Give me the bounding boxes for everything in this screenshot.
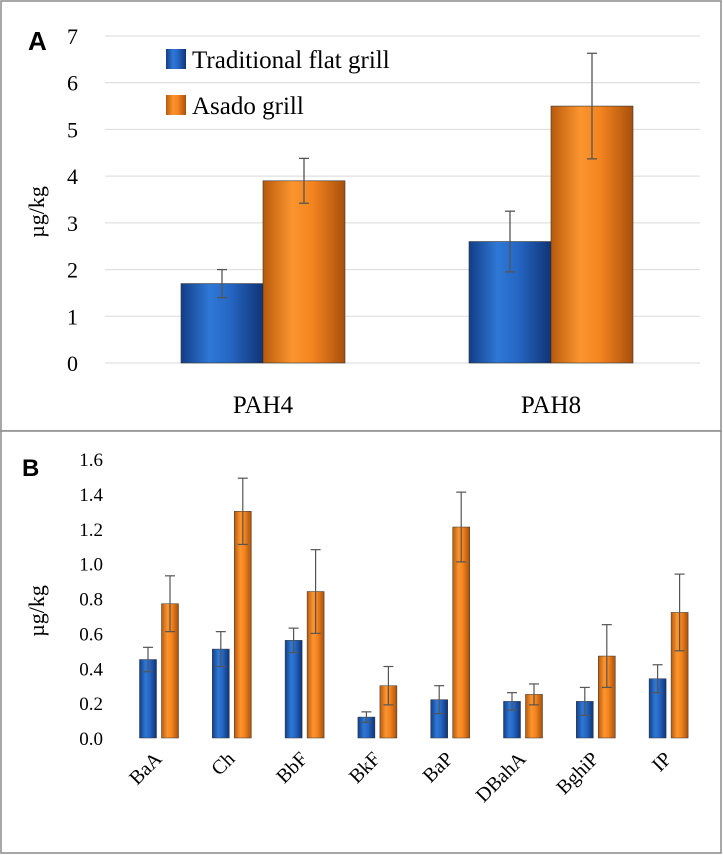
- y-tick-label: 0.2: [79, 694, 103, 715]
- y-tick-label: 0.8: [79, 590, 103, 611]
- y-tick-label: 0.0: [79, 729, 103, 750]
- y-tick-label: 1.0: [79, 555, 103, 576]
- panel-b-y-axis-label: µg/kg: [24, 585, 49, 637]
- y-tick-label: 4: [67, 164, 78, 189]
- y-tick-label: 1: [67, 304, 78, 329]
- bar-ch-series-1: [234, 511, 252, 739]
- panel-a-chart: 0 1 2 3 4 5 6 7 PAH4 PAH8 µg/kg Traditional flat…: [24, 24, 700, 419]
- panel-a-letter: A: [28, 26, 47, 56]
- legend-swatch-flat-grill: [166, 49, 186, 69]
- panel-b-letter: B: [22, 455, 39, 482]
- panel-a-y-axis-label: µg/kg: [24, 186, 49, 238]
- x-tick-label: PAH4: [233, 392, 294, 419]
- panel-a-x-ticks: PAH4 PAH8: [233, 392, 581, 419]
- panel-b-error-bars: [143, 477, 685, 723]
- y-tick-label: 6: [67, 71, 78, 96]
- panel-a-legend: Traditional flat grill Asado grill: [166, 47, 390, 120]
- y-tick-label: 2: [67, 258, 78, 283]
- y-tick-label: 0.6: [79, 624, 103, 645]
- y-tick-label: 1.4: [79, 485, 103, 506]
- legend-swatch-asado-grill: [166, 95, 186, 115]
- y-tick-label: 0: [67, 351, 78, 376]
- panel-b-y-ticks: 0.0 0.2 0.4 0.6 0.8 1.0 1.2 1.4 1.6: [79, 450, 103, 750]
- y-tick-label: 5: [67, 117, 78, 142]
- y-tick-label: 0.4: [79, 659, 103, 680]
- x-tick-label: PAH8: [521, 392, 581, 419]
- panel-b-frame: [0, 430, 722, 854]
- y-tick-label: 3: [67, 211, 78, 236]
- y-tick-label: 7: [67, 24, 78, 49]
- panel-a-error-bars: [217, 52, 597, 299]
- bar-pah4-series-1: [262, 180, 346, 364]
- panel-a-y-ticks: 0 1 2 3 4 5 6 7: [67, 24, 78, 376]
- y-tick-label: 1.6: [79, 450, 103, 471]
- y-tick-label: 1.2: [79, 520, 103, 541]
- legend-label-flat-grill: Traditional flat grill: [192, 47, 390, 74]
- bar-bbf-series-0: [284, 640, 303, 739]
- legend-label-asado-grill: Asado grill: [192, 93, 304, 120]
- panel-a-bars: [180, 105, 634, 364]
